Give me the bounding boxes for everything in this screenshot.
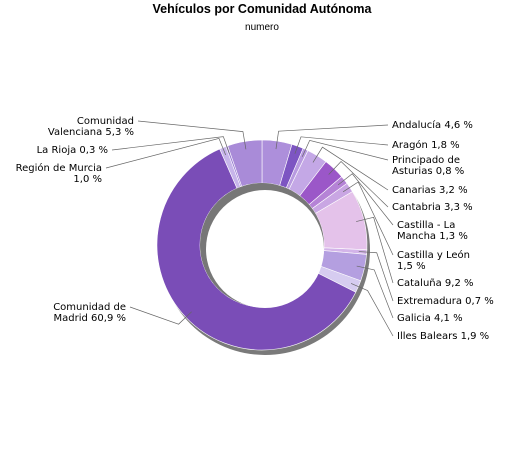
donut-hole [206,190,324,308]
leader-line-9 [356,265,394,319]
leader-line-6 [342,181,394,256]
leader-line-8 [358,251,394,302]
chart-title: Vehículos por Comunidad Autónoma [153,2,373,16]
slice-label-2: Principado de Asturias 0,8 % [392,155,464,177]
leader-line-3 [312,146,389,191]
slice-label-11: Comunidad de Madrid 60,9 % [53,302,126,324]
leader-line-4 [328,160,389,208]
leader-line-13 [111,136,230,154]
slice-label-9: Galicia 4,1 % [397,313,463,324]
leader-line-0 [275,124,389,150]
leader-line-7 [356,216,394,284]
leader-line-10 [350,283,394,337]
chart-subtitle: numero [245,22,279,33]
slice-label-8: Extremadura 0,7 % [397,296,494,307]
slice-label-5: Castilla - La Mancha 1,3 % [397,220,468,242]
leader-line-11 [129,306,192,325]
slice-label-14: Comunidad Valenciana 5,3 % [48,116,134,138]
leader-line-5 [337,173,394,226]
slice-label-3: Canarias 3,2 % [392,185,468,196]
slice-labels: Andalucía 4,6 % Aragón 1,8 % Principado de… [16,116,494,342]
leader-line-1 [294,136,389,154]
slice-label-13: La Rioja 0,3 % [37,145,108,156]
slice-label-6: Castilla y León 1,5 % [397,249,470,272]
slice-label-7: Cataluña 9,2 % [397,278,474,289]
leader-line-2 [301,139,389,161]
donut-slices [156,139,368,351]
slice-label-4: Cantabria 3,3 % [392,202,473,213]
leader-line-12 [105,137,227,169]
slice-label-1: Aragón 1,8 % [392,139,460,151]
slice-label-0: Andalucía 4,6 % [392,119,473,131]
slice-label-10: Illes Balears 1,9 % [397,331,489,342]
leader-line-14 [137,120,247,150]
slice-label-12: Región de Murcia 1,0 % [16,162,102,185]
